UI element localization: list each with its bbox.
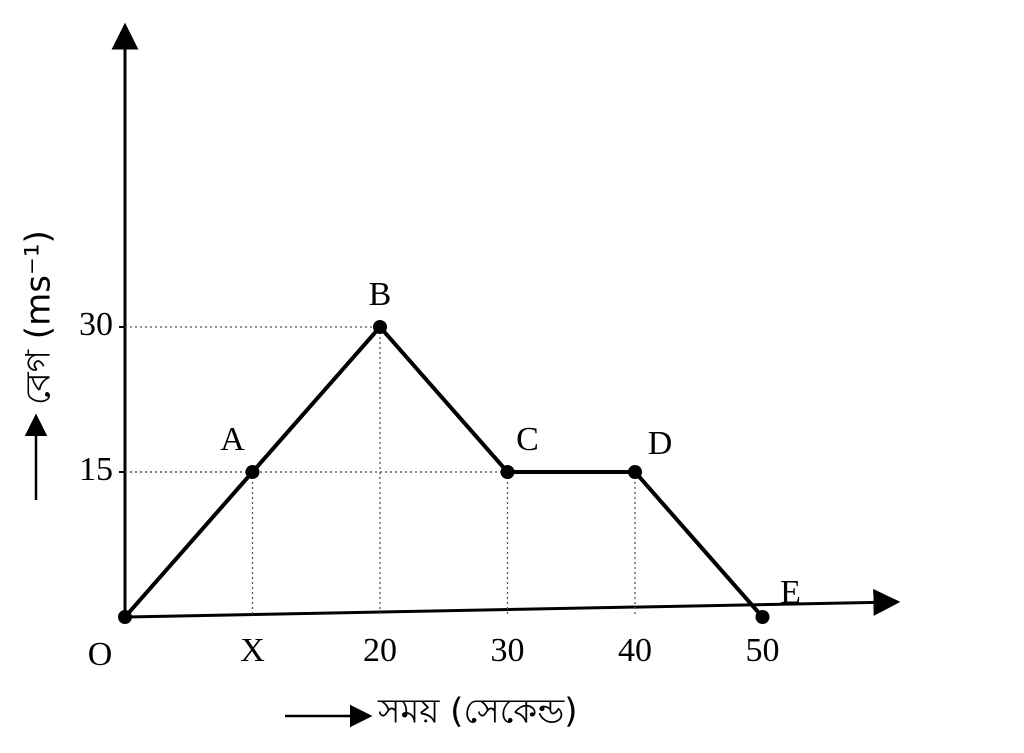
x-tick-label: X xyxy=(240,632,265,669)
x-axis xyxy=(124,588,901,619)
point-label: A xyxy=(220,421,245,458)
y-tick-label: 30 xyxy=(79,306,113,343)
data-point xyxy=(755,610,770,624)
point-label: O xyxy=(88,636,113,673)
x-tick-label: 30 xyxy=(491,632,525,669)
point-label: C xyxy=(516,421,539,458)
x-tick-label: 20 xyxy=(363,632,397,669)
point-label: E xyxy=(780,574,801,611)
point-label: D xyxy=(648,425,673,462)
data-point xyxy=(245,465,260,479)
y-tick-label: 15 xyxy=(79,451,113,488)
point-label: B xyxy=(369,276,392,313)
data-point xyxy=(118,610,132,624)
x-tick-label: 50 xyxy=(746,632,780,669)
line-path xyxy=(123,325,765,619)
x-axis-label: সময় (সেকেন্ড) xyxy=(377,692,578,732)
data-point xyxy=(373,320,387,334)
data-point xyxy=(628,465,642,479)
x-tick-label: 40 xyxy=(618,632,652,669)
y-axis-label: বেগ (ms⁻¹) xyxy=(19,230,59,405)
data-point xyxy=(500,465,515,479)
